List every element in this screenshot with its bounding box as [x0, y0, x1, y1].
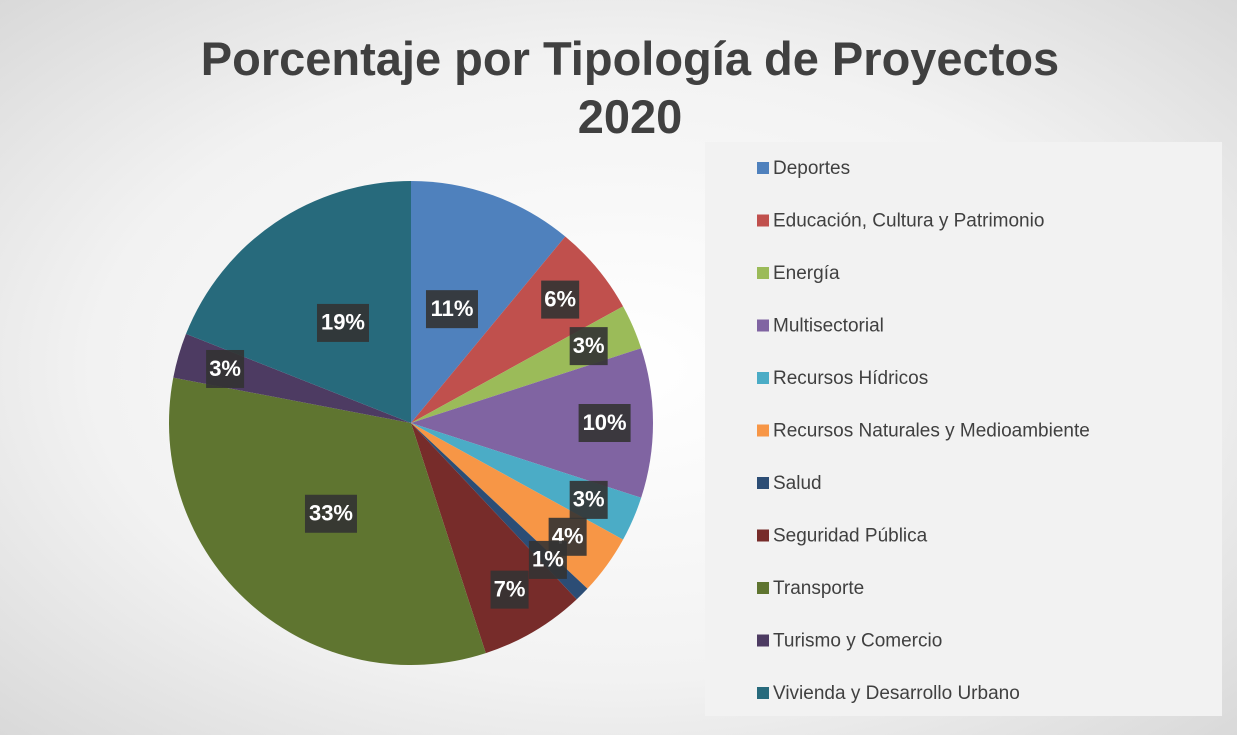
legend-box: [705, 142, 1222, 716]
legend-label: Turismo y Comercio: [773, 631, 942, 652]
data-label-box: [541, 280, 580, 319]
legend-swatch: [757, 267, 769, 279]
data-label: 3%: [209, 356, 241, 381]
legend-swatch: [757, 687, 769, 699]
data-label: 33%: [309, 501, 353, 526]
data-label: 11%: [431, 296, 474, 321]
legend-label: Educación, Cultura y Patrimonio: [773, 211, 1044, 232]
legend-swatch: [757, 372, 769, 384]
chart-title: Porcentaje por Tipología de Proyectos 20…: [200, 32, 1060, 143]
data-label-box: [316, 303, 369, 342]
data-label: 6%: [544, 286, 576, 311]
legend-swatch: [757, 214, 769, 227]
legend-label: Recursos Naturales y Medioambiente: [773, 421, 1090, 442]
pie-slice: [411, 348, 653, 498]
legend-swatch: [757, 529, 769, 542]
legend-label: Energía: [773, 263, 840, 284]
data-label-box: [304, 494, 357, 533]
legend-swatch: [757, 319, 769, 332]
legend-label: Transporte: [773, 578, 864, 599]
legend-swatch: [757, 634, 769, 647]
legend-label: Multisectorial: [773, 316, 884, 337]
data-label: 1%: [532, 547, 564, 572]
data-label-box: [490, 570, 529, 609]
legend-label: Vivienda y Desarrollo Urbano: [773, 683, 1020, 704]
legend-label: Seguridad Pública: [773, 526, 928, 547]
data-label-box: [569, 480, 608, 519]
data-label-box: [206, 349, 245, 388]
legend-swatch: [757, 424, 769, 437]
data-label-box: [528, 540, 567, 579]
pie-slice: [411, 181, 566, 423]
legend-label: Deportes: [773, 158, 850, 179]
data-label: 19%: [321, 310, 365, 335]
data-label: 3%: [573, 487, 605, 512]
data-label: 3%: [573, 333, 605, 358]
data-label-box: [578, 404, 631, 442]
data-label: 7%: [494, 576, 526, 601]
legend-label: Recursos Hídricos: [773, 368, 928, 389]
legend-label: Salud: [773, 473, 822, 494]
legend-swatch: [757, 162, 769, 174]
legend-swatch: [757, 477, 769, 489]
data-label-box: [569, 327, 608, 366]
pie-slice: [411, 423, 577, 654]
data-label: 10%: [583, 410, 627, 435]
pie-slice: [185, 181, 411, 423]
legend-swatch: [757, 582, 769, 594]
data-label-box: [425, 290, 478, 329]
